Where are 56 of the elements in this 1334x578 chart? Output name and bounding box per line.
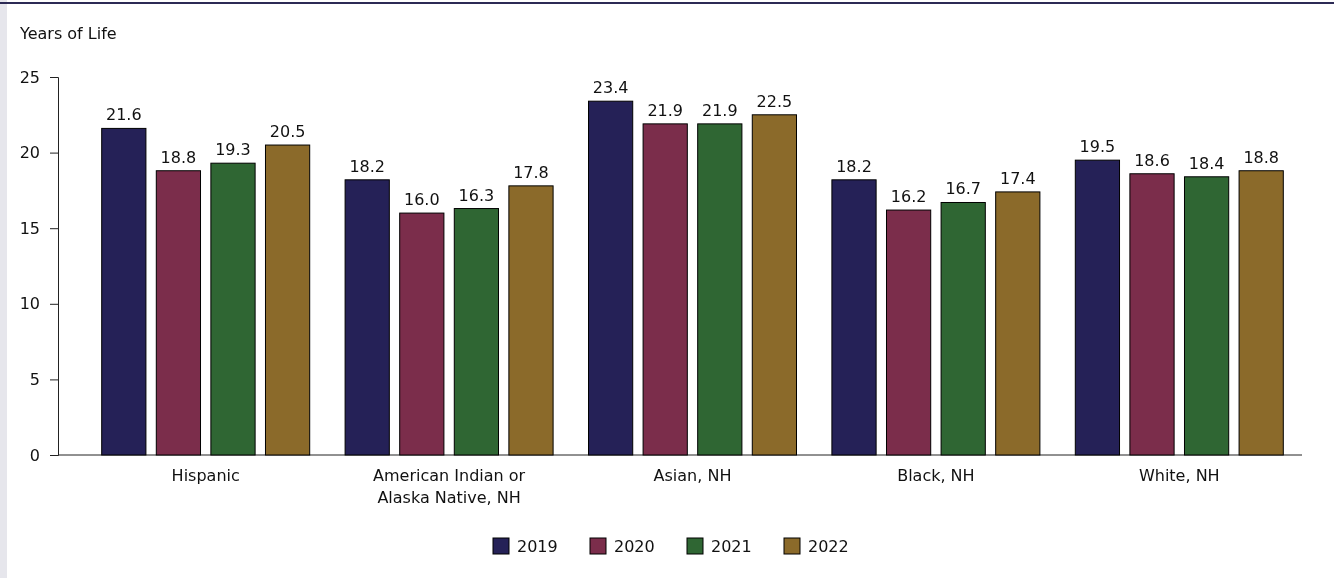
text: 16.2: [890, 187, 927, 207]
bar: [399, 212, 445, 456]
text: 16.3: [458, 185, 495, 205]
y-tick-label: 10: [19, 294, 40, 314]
bar: [344, 179, 390, 456]
legend-label: 2019: [517, 537, 558, 556]
legend-label: 2022: [808, 537, 849, 556]
x-tick-label: Black, NH: [897, 466, 975, 485]
text: 18.8: [1243, 147, 1279, 167]
y-tick-label: 20: [19, 143, 40, 163]
legend-label: 2020: [614, 537, 655, 556]
bar: [264, 144, 311, 456]
y-tick-label: 15: [19, 218, 40, 238]
bar: [1074, 159, 1121, 456]
bar: [155, 170, 202, 456]
bar: [588, 100, 634, 456]
text: 17.8: [513, 162, 549, 182]
text: 22.5: [756, 91, 793, 111]
bar: [1183, 176, 1230, 456]
text: 20.5: [269, 122, 306, 142]
text: 17.4: [999, 168, 1036, 188]
y-tick-label: 25: [19, 67, 40, 87]
x-tick-label: Asian, NH: [653, 466, 732, 485]
bar: [1129, 173, 1175, 456]
bar: [453, 208, 500, 456]
legend-label: 2021: [711, 537, 752, 556]
text: 21.9: [647, 100, 684, 120]
text: 18.4: [1188, 153, 1225, 173]
text: 19.3: [215, 140, 251, 160]
text: 19.5: [1079, 137, 1116, 157]
bar: [751, 114, 797, 456]
x-tick-label: White, NH: [1138, 466, 1220, 485]
y-axis-title: Years of Life: [19, 24, 117, 43]
text: 23.4: [592, 78, 629, 98]
bar: [508, 185, 554, 456]
text: 16.0: [403, 190, 440, 210]
text: 18.6: [1134, 150, 1170, 170]
text: 18.2: [349, 156, 386, 176]
text: 21.6: [106, 105, 142, 125]
bar: [885, 209, 932, 456]
bar: [995, 191, 1041, 456]
text: 18.2: [836, 156, 872, 176]
bar: [210, 162, 256, 456]
bar: [940, 202, 986, 456]
text: 21.9: [701, 100, 738, 120]
y-tick-label: 5: [29, 370, 40, 390]
bar: [101, 127, 147, 456]
bar: [697, 123, 743, 456]
text: 16.7: [945, 179, 982, 199]
x-tick-label: Hispanic: [171, 466, 240, 485]
bar: [831, 179, 877, 456]
bar: [1238, 170, 1284, 456]
x-tick-label: American Indian or Alaska Native, NH: [373, 466, 526, 507]
y-tick-label: 0: [29, 445, 40, 465]
text: 18.8: [160, 147, 197, 167]
bar: [642, 123, 688, 456]
